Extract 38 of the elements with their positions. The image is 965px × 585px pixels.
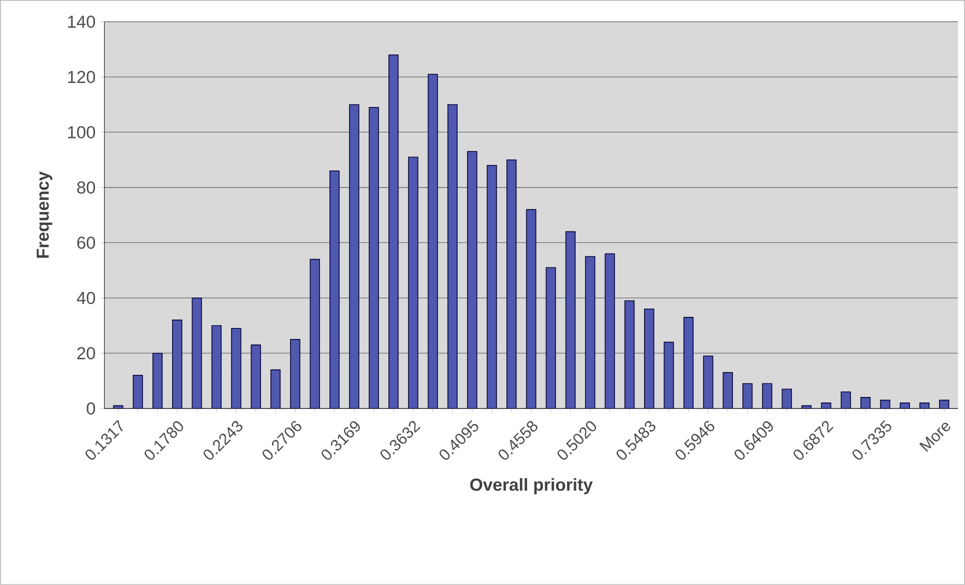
- y-tick-label: 100: [68, 126, 96, 138]
- bar: [486, 165, 497, 409]
- bar: [368, 107, 379, 409]
- bar: [152, 352, 163, 409]
- bar: [664, 342, 674, 409]
- y-tick-label: 20: [77, 347, 96, 360]
- y-tick-label: 140: [68, 16, 96, 28]
- bar: [546, 267, 556, 409]
- bar: [408, 156, 418, 409]
- bar: [506, 159, 517, 409]
- y-tick-label: 120: [68, 70, 96, 84]
- y-tick-label: 0: [86, 402, 96, 415]
- bar: [172, 320, 182, 409]
- bar: [250, 344, 261, 409]
- bar: [428, 74, 438, 409]
- bar: [683, 316, 694, 409]
- bar: [329, 170, 340, 409]
- bar: [565, 231, 576, 409]
- bar: [447, 104, 458, 409]
- bar: [467, 151, 478, 409]
- bar: [388, 54, 399, 409]
- x-axis-title: Overall priority: [470, 478, 593, 494]
- bar: [231, 328, 242, 409]
- bar: [604, 253, 615, 409]
- bar: [290, 339, 300, 409]
- bar: [211, 325, 222, 409]
- bar: [192, 298, 202, 409]
- bar: [349, 104, 360, 409]
- bar: [585, 256, 596, 409]
- y-axis-title: Frequency: [36, 171, 52, 258]
- bar: [526, 209, 536, 409]
- bar: [742, 383, 753, 409]
- bar: [624, 300, 635, 409]
- bar: [310, 258, 320, 409]
- y-tick-label: 80: [77, 181, 96, 194]
- y-tick-label: 60: [77, 236, 96, 249]
- bar: [644, 308, 654, 409]
- y-tick-label: 40: [76, 292, 96, 304]
